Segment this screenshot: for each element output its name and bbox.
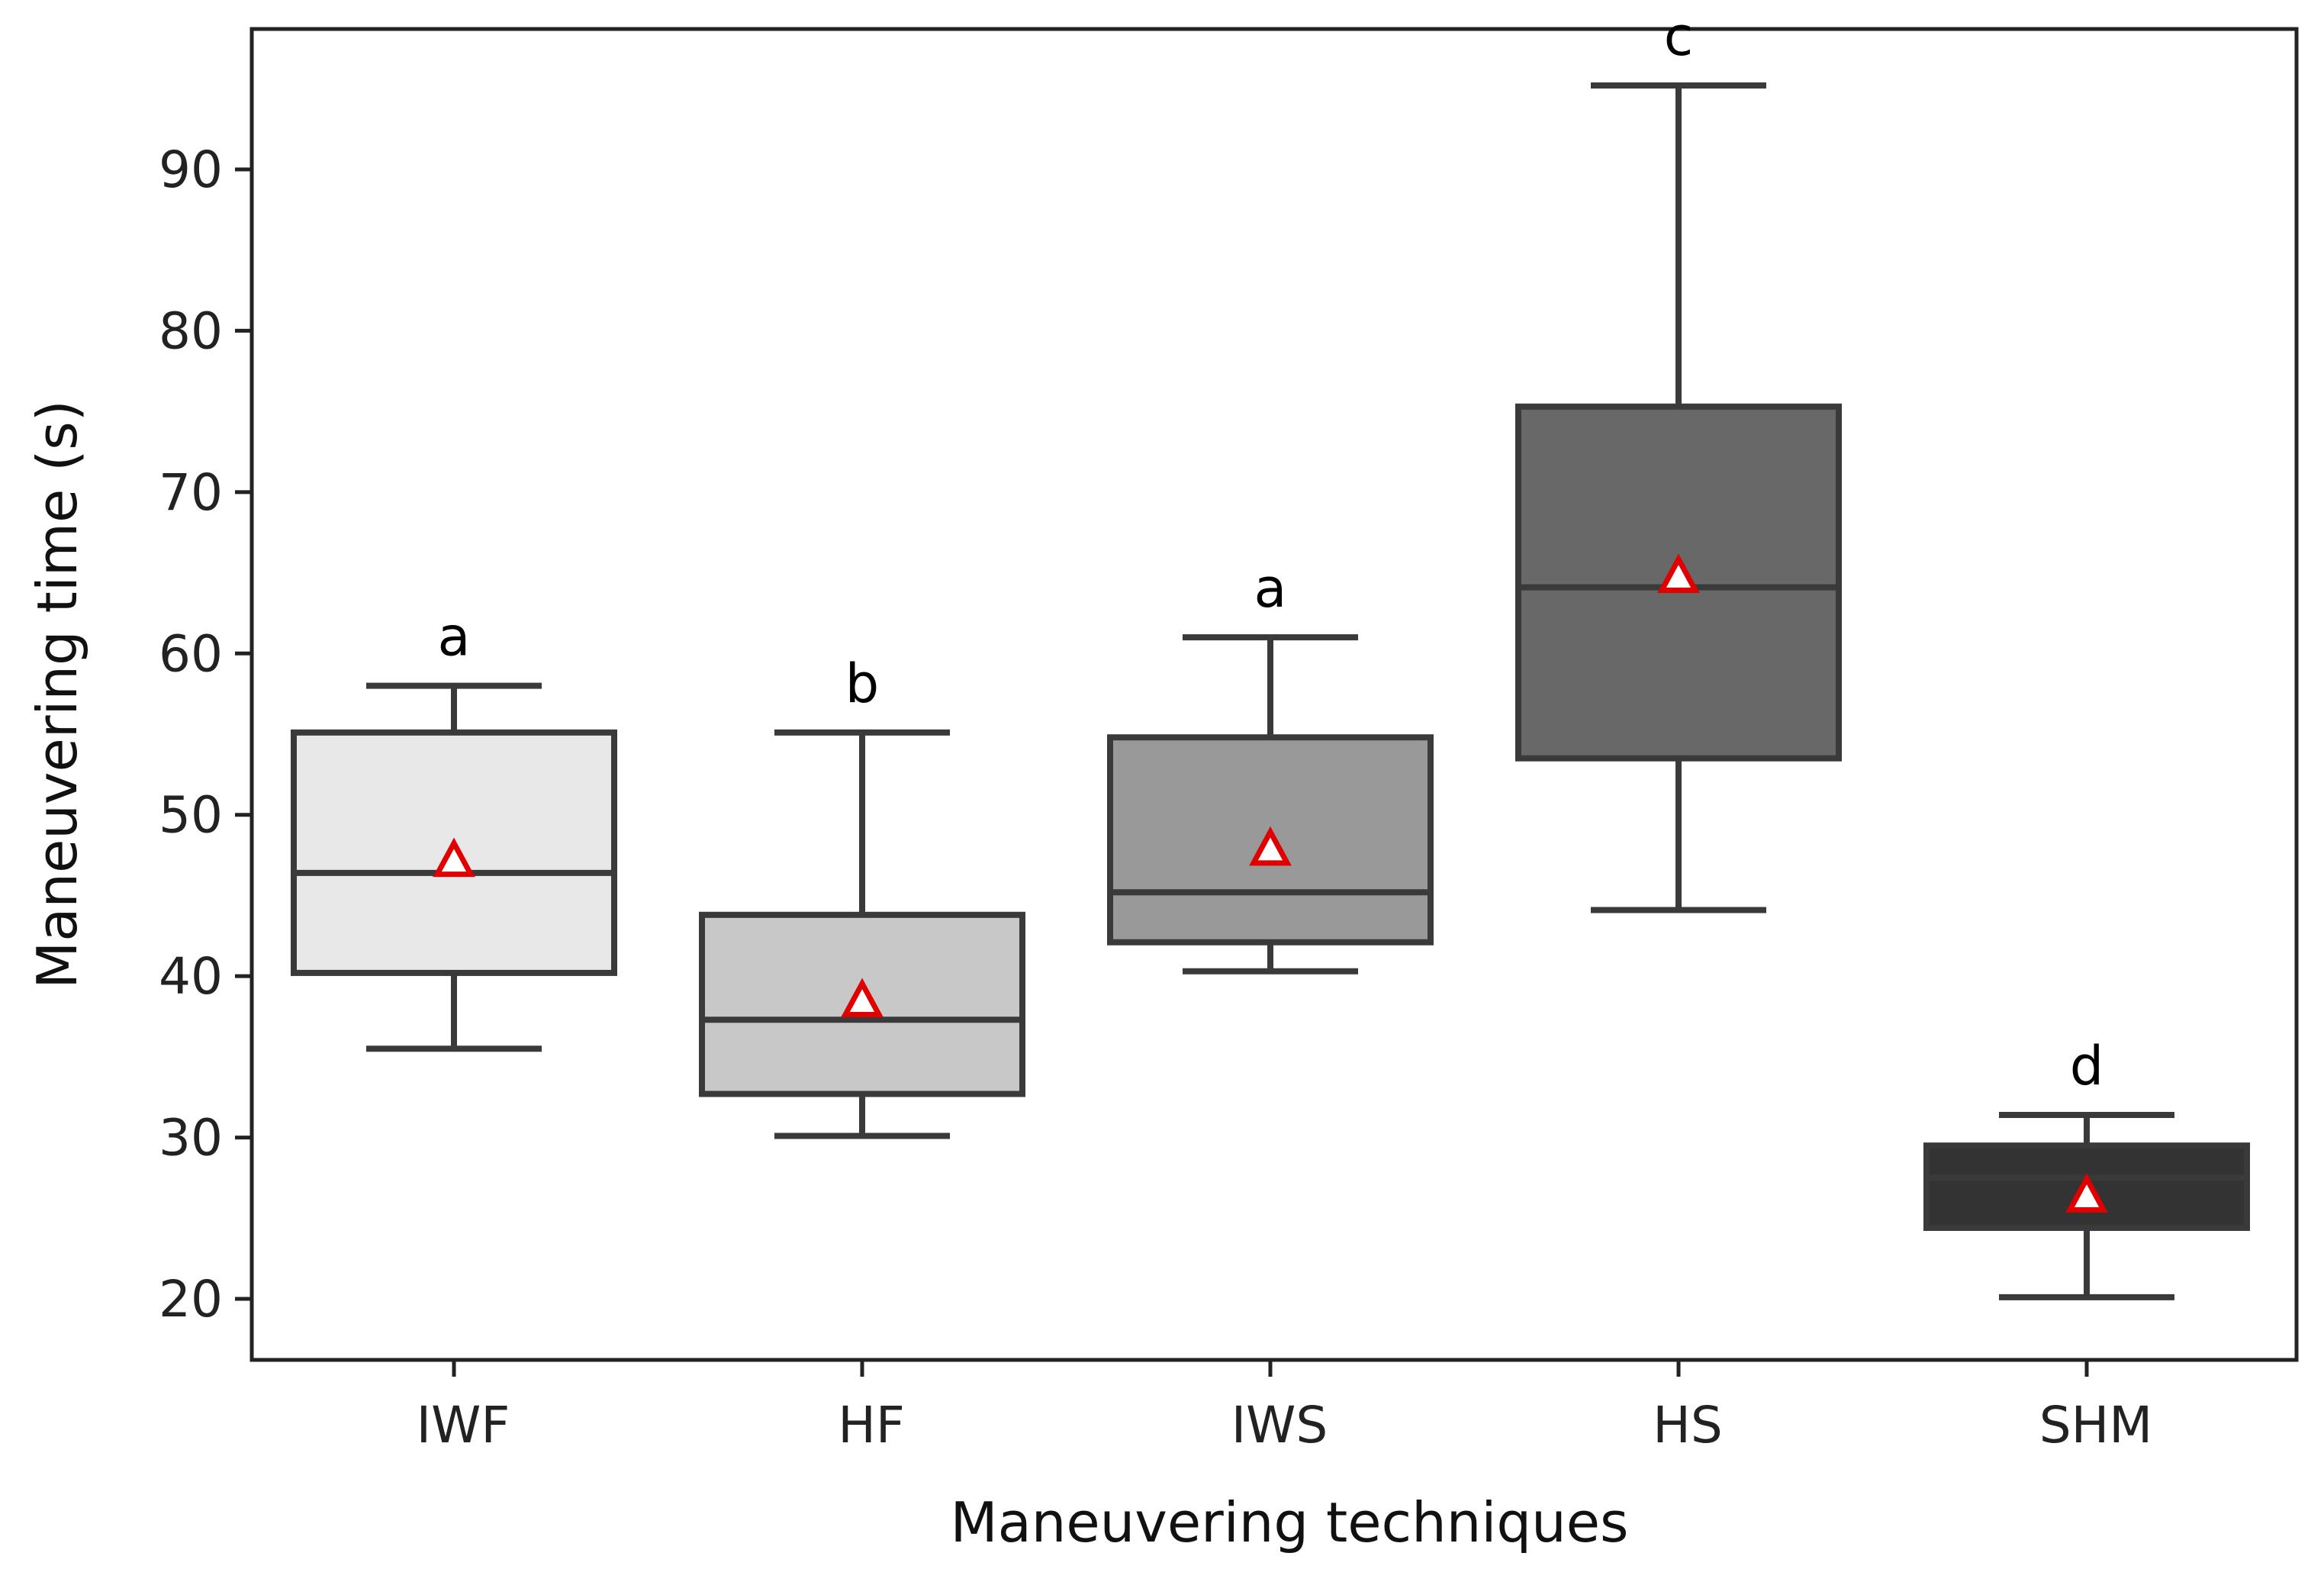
y-tick-label: 90 — [159, 140, 223, 199]
y-axis-title: Maneuvering time (s) — [25, 400, 89, 989]
x-tick-label-iws: IWS — [1231, 1396, 1328, 1455]
box-iwf: a — [291, 606, 617, 1052]
y-tick-label: 80 — [159, 301, 223, 360]
plot-frame — [249, 27, 2299, 1362]
y-tick-label: 50 — [159, 786, 223, 845]
x-tick-label-shm: SHM — [2039, 1396, 2152, 1455]
x-axis: IWF HF IWS HS SHM — [417, 1360, 2152, 1455]
mean-marker — [2065, 1173, 2108, 1213]
y-tick-label: 20 — [159, 1270, 223, 1329]
significance-letter: a — [438, 606, 471, 669]
iqr-box — [1107, 734, 1434, 946]
mean-marker — [841, 978, 884, 1018]
y-tick-label: 60 — [159, 624, 223, 683]
mean-marker — [1657, 553, 1700, 593]
x-tick-label-hs: HS — [1653, 1396, 1723, 1455]
box-hf: b — [699, 652, 1025, 1139]
significance-letter: a — [1254, 557, 1287, 620]
x-tick-label-hf: HF — [838, 1396, 905, 1455]
y-axis: 20 30 40 50 60 70 80 90 — [159, 140, 252, 1329]
y-tick-label: 30 — [159, 1109, 223, 1168]
significance-letter: b — [845, 652, 879, 715]
y-tick-label: 70 — [159, 463, 223, 522]
x-tick-label-iwf: IWF — [417, 1396, 510, 1455]
significance-letter: d — [2070, 1035, 2104, 1097]
box-shm: d — [1923, 1035, 2250, 1300]
x-axis-title: Maneuvering techniques — [950, 1490, 1628, 1555]
y-tick-label: 40 — [159, 947, 223, 1006]
box-series: a b a c d — [291, 5, 2250, 1300]
box-iws: a — [1107, 557, 1434, 975]
mean-marker — [1249, 826, 1292, 866]
box-hs: c — [1515, 5, 1842, 913]
mean-marker — [433, 837, 475, 878]
significance-letter: c — [1664, 5, 1694, 68]
